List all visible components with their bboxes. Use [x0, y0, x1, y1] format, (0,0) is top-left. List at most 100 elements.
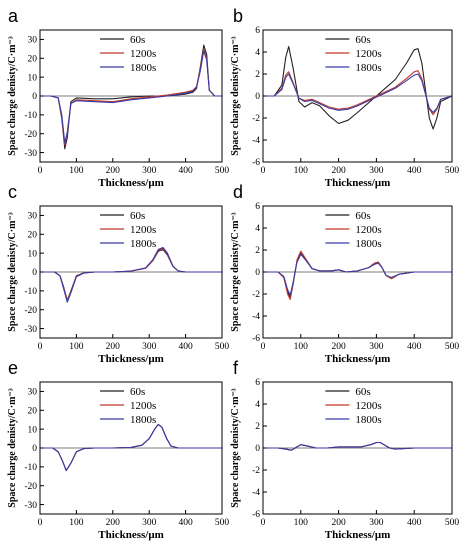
- x-tick-label: 200: [106, 342, 121, 352]
- panel-letter: b: [233, 6, 243, 26]
- y-tick-label: 30: [28, 36, 38, 46]
- x-axis-label: Thickness/μm: [98, 529, 164, 541]
- series-line-1200s: [40, 247, 222, 302]
- legend-label-1200s: 1200s: [130, 48, 156, 60]
- y-tick-label: 6: [255, 26, 260, 36]
- series-line-1800s: [263, 253, 452, 296]
- x-tick-label: 500: [445, 518, 460, 528]
- legend-label-1800s: 1800s: [355, 414, 381, 426]
- x-axis-label: Thickness/μm: [98, 353, 164, 365]
- panel-letter: e: [8, 358, 18, 378]
- series-line-1800s: [40, 246, 222, 303]
- panel-letter: d: [233, 182, 243, 202]
- y-tick-label: 4: [255, 224, 260, 234]
- y-tick-label: 2: [255, 70, 260, 80]
- y-tick-label: 10: [28, 425, 38, 435]
- legend: 60s 1200s 1800s: [325, 386, 382, 426]
- x-tick-label: 0: [38, 166, 43, 176]
- legend-label-1800s: 1800s: [130, 238, 156, 250]
- x-tick-label: 300: [142, 342, 157, 352]
- x-tick-label: 500: [215, 342, 230, 352]
- x-tick-label: 200: [106, 518, 121, 528]
- series-line-1800s: [263, 441, 452, 451]
- y-axis-label: Space charge denisty/C·m⁻³: [230, 36, 241, 155]
- legend-label-60s: 60s: [355, 210, 370, 222]
- y-tick-label: -10: [24, 463, 37, 473]
- x-tick-label: 100: [69, 342, 84, 352]
- y-tick-label: -30: [24, 325, 37, 335]
- x-tick-label: 200: [331, 342, 346, 352]
- x-tick-label: 500: [445, 166, 460, 176]
- legend-label-60s: 60s: [355, 386, 370, 398]
- y-tick-label: -6: [252, 334, 260, 344]
- x-tick-label: 500: [215, 166, 230, 176]
- y-tick-label: 20: [28, 406, 38, 416]
- series-line-1800s: [40, 50, 222, 144]
- legend-label-60s: 60s: [130, 386, 145, 398]
- y-axis-label: Space charge denisty/C·m⁻³: [230, 388, 241, 507]
- x-axis-label: Thickness/μm: [325, 529, 391, 541]
- y-tick-label: -2: [252, 114, 260, 124]
- y-tick-label: -10: [24, 111, 37, 121]
- y-tick-label: -20: [24, 130, 37, 140]
- x-tick-label: 100: [294, 342, 309, 352]
- legend-label-60s: 60s: [130, 210, 145, 222]
- y-tick-label: 0: [32, 92, 37, 102]
- panel-letter: f: [233, 358, 239, 378]
- y-tick-label: 2: [255, 246, 260, 256]
- x-tick-label: 100: [294, 166, 309, 176]
- legend-label-60s: 60s: [355, 34, 370, 46]
- panel-f: f 0 100 200 300 400 500 -6 -4 -2 0 2 4 6 Thickness/μm S…: [230, 358, 459, 541]
- legend-label-1800s: 1800s: [130, 414, 156, 426]
- legend: 60s 1200s 1800s: [100, 386, 156, 426]
- legend: 60s 1200s 1800s: [325, 210, 382, 250]
- panel-c: c 0 100 200 300 400 500 -30 -20 -10 0 10 20 30 Thickne…: [7, 182, 229, 365]
- x-tick-label: 0: [261, 518, 266, 528]
- x-tick-label: 200: [106, 166, 121, 176]
- x-tick-label: 400: [407, 518, 422, 528]
- y-tick-label: -30: [24, 501, 37, 511]
- panel-a: a 0 100 200 300 400 500 -30 -20 -10 0 10 20 30 Thickne…: [7, 6, 229, 189]
- y-tick-label: 0: [32, 444, 37, 454]
- x-tick-label: 0: [38, 342, 43, 352]
- legend-label-1200s: 1200s: [355, 224, 381, 236]
- y-tick-label: 6: [255, 378, 260, 388]
- x-tick-label: 100: [294, 518, 309, 528]
- legend-label-1200s: 1200s: [130, 224, 156, 236]
- x-tick-label: 100: [69, 518, 84, 528]
- y-axis-label: Space charge denisty/C·m⁻³: [230, 212, 241, 331]
- panel-e: e 0 100 200 300 400 500 -30 -20 -10 0 10 20 30 Thickne…: [7, 358, 229, 541]
- x-tick-label: 400: [178, 518, 193, 528]
- x-tick-label: 400: [178, 166, 193, 176]
- x-axis-label: Thickness/μm: [98, 177, 164, 189]
- x-tick-label: 300: [369, 518, 384, 528]
- x-axis-label: Thickness/μm: [325, 353, 391, 365]
- legend-label-1200s: 1200s: [355, 48, 381, 60]
- x-tick-label: 400: [407, 342, 422, 352]
- x-tick-label: 100: [69, 166, 84, 176]
- y-tick-label: 10: [28, 249, 38, 259]
- y-axis-label: Space charge denisty/C·m⁻³: [7, 36, 18, 155]
- panel-b: b 0 100 200 300 400 500 -6 -4 -2 0 2 4 6 Thickness/μm S…: [230, 6, 459, 189]
- y-tick-label: -2: [252, 466, 260, 476]
- y-tick-label: -6: [252, 158, 260, 168]
- x-tick-label: 0: [38, 518, 43, 528]
- x-tick-label: 0: [261, 342, 266, 352]
- y-tick-label: 30: [28, 388, 38, 398]
- y-tick-label: -20: [24, 482, 37, 492]
- x-tick-label: 0: [261, 166, 266, 176]
- legend-label-1800s: 1800s: [355, 238, 381, 250]
- panel-letter: a: [8, 6, 19, 26]
- y-tick-label: 6: [255, 202, 260, 212]
- x-tick-label: 300: [369, 166, 384, 176]
- series-line-60s: [263, 45, 453, 130]
- y-tick-label: -20: [24, 306, 37, 316]
- series-line-1200s: [263, 70, 453, 116]
- y-tick-label: 20: [28, 54, 38, 64]
- y-axis-label: Space charge denisty/C·m⁻³: [7, 388, 18, 507]
- x-tick-label: 200: [331, 166, 346, 176]
- x-tick-label: 400: [178, 342, 193, 352]
- x-axis-label: Thickness/μm: [325, 177, 391, 189]
- series-line-60s: [40, 248, 222, 301]
